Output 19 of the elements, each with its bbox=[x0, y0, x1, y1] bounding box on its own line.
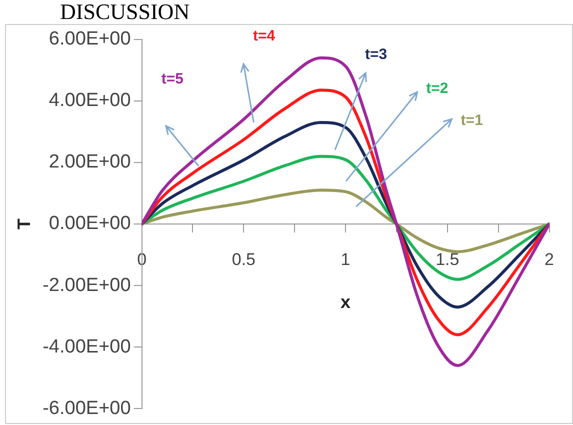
text: t=4 bbox=[252, 27, 276, 44]
x-tick-label: 1 bbox=[340, 250, 350, 269]
y-tick-label: -4.00E+00 bbox=[42, 336, 131, 358]
x-tick-label: 2 bbox=[544, 250, 554, 269]
y-tick-label: 0.00E+00 bbox=[48, 213, 131, 234]
x-axis-title: x bbox=[340, 292, 351, 312]
text: t=5 bbox=[161, 70, 184, 88]
y-tick-label: -2.00E+00 bbox=[42, 274, 131, 296]
y-tick-label: 6.00E+00 bbox=[48, 28, 131, 50]
text: t=2 bbox=[426, 80, 448, 97]
text: t=1 bbox=[460, 112, 483, 130]
y-tick-label: 4.00E+00 bbox=[48, 90, 131, 112]
y-tick-label: 2.00E+00 bbox=[48, 152, 131, 173]
x-tick-label: 0.5 bbox=[232, 250, 256, 269]
chart-title: DISCUSSION bbox=[59, 0, 191, 24]
y-tick-label: -6.00E+00 bbox=[42, 398, 131, 419]
x-tick-label: 1.5 bbox=[436, 250, 460, 269]
y-axis-title: T bbox=[14, 218, 34, 230]
text: t=3 bbox=[365, 46, 388, 63]
